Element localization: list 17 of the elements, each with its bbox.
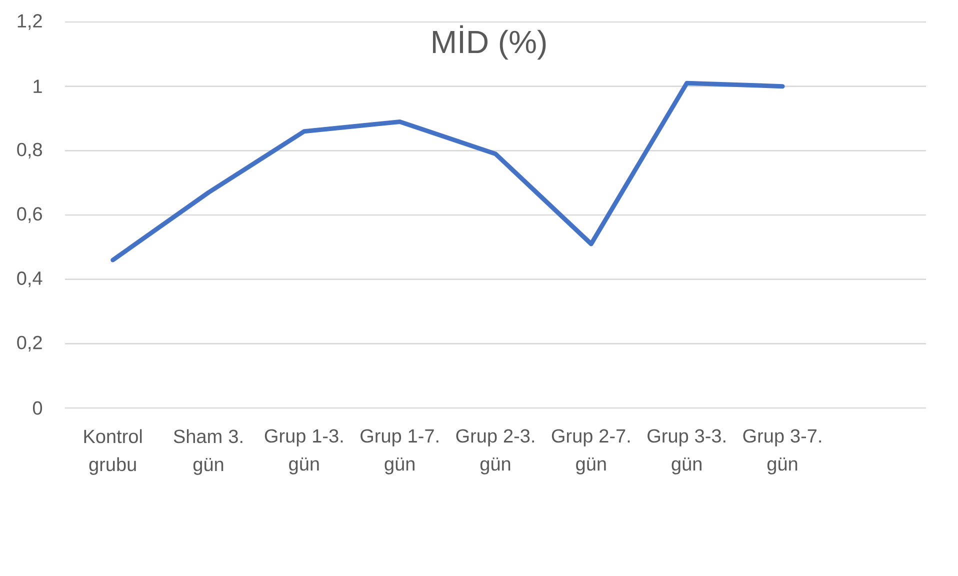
x-tick-label: Grup 1-3. gün	[264, 429, 343, 474]
y-tick-label: 0,8	[17, 142, 42, 159]
y-tick-label: 1	[34, 80, 42, 93]
y-tick-label: 1,2	[18, 14, 42, 30]
x-tick-label: Grup 2-3. gün	[456, 429, 534, 474]
x-tick-label: Grup 3-3. gün	[648, 429, 726, 474]
x-tick-label: Sham 3. gün	[174, 429, 242, 475]
line-series	[110, 80, 785, 262]
x-tick-label: Grup 2-7. gün	[552, 429, 630, 474]
x-tick-label: Kontrol grubu	[84, 429, 142, 475]
chart-title: MİD (%)	[433, 25, 546, 60]
y-tick-label: 0,6	[17, 207, 42, 223]
x-tick-label: Grup 3-7. gün	[743, 429, 821, 474]
y-tick-label: 0,4	[17, 271, 42, 288]
x-tick-label: Grup 1-7. gün	[360, 429, 438, 474]
y-tick-label: 0,2	[17, 336, 42, 352]
y-tick-label: 0	[32, 401, 42, 415]
